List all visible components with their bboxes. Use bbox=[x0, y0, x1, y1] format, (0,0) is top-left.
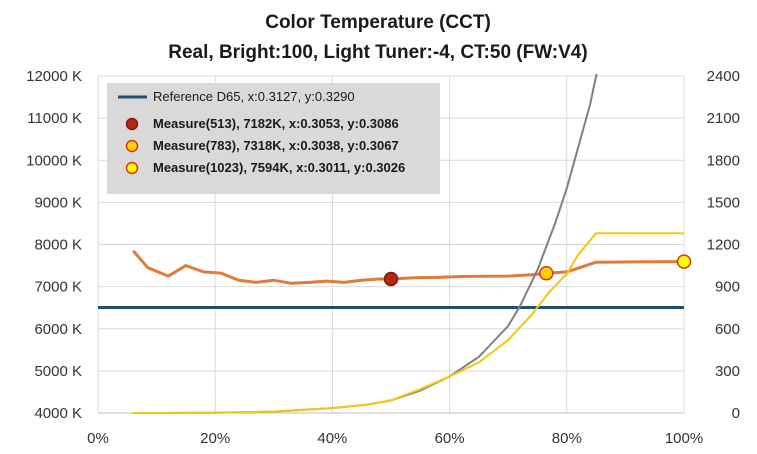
legend-swatch-measure-2 bbox=[125, 161, 139, 175]
y-left-tick-label: 6000 K bbox=[34, 321, 82, 338]
x-tick-label: 100% bbox=[665, 430, 703, 447]
y-left-tick-label: 10000 K bbox=[26, 152, 82, 169]
x-tick-label: 60% bbox=[435, 430, 465, 447]
y-left-tick-label: 5000 K bbox=[34, 363, 82, 380]
axes: 4000 K 5000 K 6000 K 7000 K 8000 K 9000 K 1000… bbox=[26, 68, 740, 447]
legend-label-measure-0: Measure(513), 7182K, x:0.3053, y:0.3086 bbox=[153, 116, 399, 131]
measure-marker-0 bbox=[383, 271, 399, 287]
x-tick-label: 0% bbox=[87, 430, 109, 447]
series-line-1 bbox=[132, 249, 685, 285]
x-tick-label: 40% bbox=[317, 430, 347, 447]
y-right-tick-label: 300 bbox=[715, 363, 740, 380]
measure-markers bbox=[383, 254, 692, 287]
legend: Reference D65, x:0.3127, y:0.3290 Measure… bbox=[107, 83, 440, 194]
measure-marker-2 bbox=[676, 254, 692, 269]
y-right-tick-label: 1800 bbox=[707, 152, 740, 169]
y-left-tick-label: 4000 K bbox=[34, 405, 82, 422]
legend-swatch-measure-0 bbox=[125, 117, 139, 131]
y-right-tick-label: 2400 bbox=[707, 68, 740, 85]
y-left-tick-label: 8000 K bbox=[34, 237, 82, 254]
chart-subtitle: Real, Bright:100, Light Tuner:-4, CT:50 … bbox=[168, 42, 587, 63]
legend-box bbox=[107, 83, 440, 194]
legend-label-measure-2: Measure(1023), 7594K, x:0.3011, y:0.3026 bbox=[153, 160, 405, 175]
legend-label-reference: Reference D65, x:0.3127, y:0.3290 bbox=[153, 89, 355, 104]
y-left-tick-label: 11000 K bbox=[27, 110, 82, 127]
y-right-tick-label: 2100 bbox=[707, 110, 740, 127]
legend-label-measure-1: Measure(783), 7318K, x:0.3038, y:0.3067 bbox=[153, 138, 399, 153]
x-tick-label: 20% bbox=[200, 430, 230, 447]
y-right-tick-label: 1500 bbox=[707, 194, 740, 211]
y-right-tick-label: 1200 bbox=[707, 237, 740, 254]
measure-marker-1 bbox=[539, 265, 554, 281]
y-right-tick-label: 600 bbox=[715, 321, 740, 338]
y-left-tick-label: 7000 K bbox=[34, 279, 82, 296]
series-line-3 bbox=[133, 232, 684, 414]
legend-swatch-measure-1 bbox=[125, 139, 139, 153]
y-left-tick-label: 12000 K bbox=[26, 68, 82, 85]
y-right-tick-label: 900 bbox=[715, 279, 740, 296]
series-lines bbox=[98, 74, 685, 414]
y-left-tick-label: 9000 K bbox=[34, 194, 82, 211]
chart-title: Color Temperature (CCT) bbox=[265, 12, 491, 33]
x-tick-label: 80% bbox=[552, 430, 582, 447]
y-right-tick-label: 0 bbox=[732, 405, 740, 422]
